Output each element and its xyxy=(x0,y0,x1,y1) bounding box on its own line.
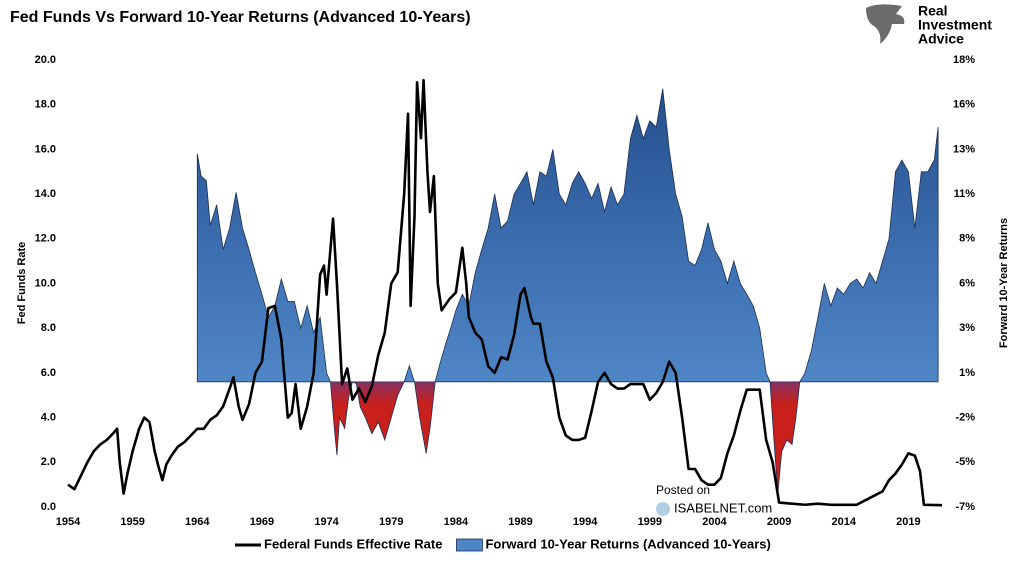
y2-tick-label: -5% xyxy=(955,456,975,468)
y-tick-label: 10.0 xyxy=(35,277,56,289)
chart-title: Fed Funds Vs Forward 10-Year Returns (Ad… xyxy=(10,9,471,26)
y2-tick-label: -7% xyxy=(955,501,975,513)
x-tick-label: 1989 xyxy=(508,516,532,528)
legend-swatch xyxy=(456,538,483,552)
y2-tick-label: 1% xyxy=(959,367,975,379)
y2-tick-label: 18% xyxy=(953,54,975,66)
y-tick-label: 14.0 xyxy=(35,188,56,200)
x-tick-label: 2019 xyxy=(896,516,920,528)
x-tick-label: 1954 xyxy=(56,516,81,528)
x-tick-label: 1974 xyxy=(314,516,339,528)
legend: Federal Funds Effective Rate Forward 10-Y… xyxy=(235,536,771,551)
legend-label: Federal Funds Effective Rate xyxy=(264,536,442,551)
y-tick-label: 18.0 xyxy=(35,99,56,111)
x-tick-label: 1979 xyxy=(379,516,403,528)
x-tick-label: 1994 xyxy=(573,516,598,528)
y2-tick-label: -2% xyxy=(955,412,975,424)
y-tick-label: 16.0 xyxy=(35,143,56,155)
y2-tick-label: 13% xyxy=(953,143,975,155)
y2-axis-title: Forward 10-Year Returns xyxy=(998,218,1010,348)
x-tick-label: 1969 xyxy=(250,516,274,528)
x-tick-label: 2004 xyxy=(702,516,727,528)
logo-text: Advice xyxy=(918,31,964,47)
watermark-icon xyxy=(656,502,670,516)
watermark: ISABELNET.com xyxy=(674,500,772,515)
y-tick-label: 2.0 xyxy=(41,456,56,468)
logo-text: Investment xyxy=(918,17,992,33)
x-tick-label: 1964 xyxy=(185,516,210,528)
y-tick-label: 0.0 xyxy=(41,501,56,513)
area xyxy=(196,88,939,494)
y2-tick-label: 6% xyxy=(959,277,975,289)
y-tick-label: 12.0 xyxy=(35,233,56,245)
y2-tick-label: 3% xyxy=(959,322,975,334)
watermark: Posted on xyxy=(656,483,710,497)
y-tick-label: 20.0 xyxy=(35,54,56,66)
x-tick-label: 1999 xyxy=(638,516,662,528)
y-tick-label: 4.0 xyxy=(41,412,56,424)
logo-text: Real xyxy=(918,3,948,19)
x-tick-label: 2014 xyxy=(831,516,856,528)
y2-tick-label: 11% xyxy=(954,188,976,200)
y-axis-title: Fed Funds Rate xyxy=(16,242,28,325)
y-tick-label: 6.0 xyxy=(41,367,56,379)
x-tick-label: 1959 xyxy=(120,516,144,528)
line xyxy=(67,78,943,507)
x-tick-label: 2009 xyxy=(767,516,791,528)
logo: Real Investment Advice xyxy=(866,3,992,47)
logo-icon xyxy=(866,4,905,44)
y-tick-label: 8.0 xyxy=(41,322,56,334)
plot-area: 0.0 2.0 4.0 6.0 8.0 10.0 12.0 14.0 16.0 18.0 20.0 -… xyxy=(35,54,976,528)
y2-tick-label: 8% xyxy=(959,233,975,245)
legend-label: Forward 10-Year Returns (Advanced 10-Yea… xyxy=(485,536,770,551)
y2-tick-label: 16% xyxy=(953,99,975,111)
x-tick-label: 1984 xyxy=(444,516,469,528)
